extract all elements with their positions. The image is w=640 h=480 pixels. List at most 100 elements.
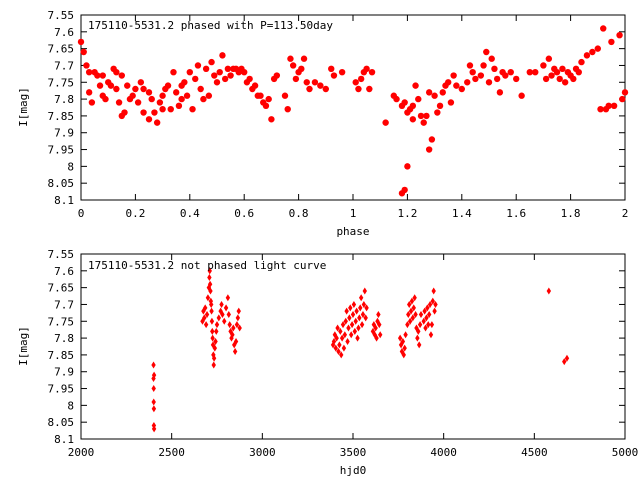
- data-point: [605, 102, 612, 110]
- y-tick-label: 7.55: [48, 248, 75, 261]
- data-point: [542, 75, 550, 83]
- x-tick-label: 1.6: [506, 207, 526, 220]
- data-point: [334, 334, 339, 342]
- data-point: [237, 324, 242, 332]
- data-point: [202, 65, 210, 73]
- data-point: [382, 119, 389, 126]
- data-point: [170, 68, 177, 76]
- data-point: [348, 331, 354, 339]
- data-point: [430, 297, 435, 305]
- data-point: [227, 321, 232, 329]
- data-point: [407, 300, 412, 308]
- data-point: [292, 75, 300, 83]
- data-point: [450, 72, 457, 79]
- data-point: [409, 102, 417, 110]
- data-point: [298, 65, 305, 73]
- data-point: [206, 284, 212, 292]
- data-point: [564, 354, 570, 362]
- data-point: [480, 62, 487, 69]
- data-point: [205, 92, 213, 99]
- data-point: [348, 304, 353, 312]
- data-point: [545, 55, 553, 62]
- data-point: [417, 112, 425, 120]
- data-point: [350, 311, 356, 319]
- data-point: [402, 344, 407, 352]
- x-tick-label: 2500: [158, 446, 185, 459]
- data-point: [436, 102, 444, 110]
- data-point: [423, 324, 428, 332]
- data-point: [344, 307, 349, 315]
- data-point: [561, 79, 569, 86]
- x-tick-label: 1.4: [452, 207, 472, 220]
- data-point: [358, 304, 363, 312]
- y-tick-label: 7.75: [48, 315, 75, 328]
- y-tick-label: 8.1: [54, 433, 74, 446]
- data-point: [485, 79, 493, 86]
- data-point: [424, 314, 429, 322]
- x-tick-label: 1: [350, 207, 357, 220]
- data-point: [220, 311, 225, 319]
- data-point: [453, 82, 460, 89]
- data-point: [433, 300, 438, 308]
- y-tick-label: 7.65: [48, 43, 75, 56]
- data-point: [413, 311, 418, 319]
- data-point: [257, 92, 264, 99]
- data-point: [556, 75, 563, 83]
- data-point: [427, 300, 433, 308]
- x-tick-label: 1.2: [397, 207, 417, 220]
- data-point: [230, 331, 235, 339]
- data-point: [80, 48, 87, 56]
- data-point: [409, 116, 417, 123]
- data-point: [232, 348, 238, 356]
- x-tick-label: 0.8: [289, 207, 309, 220]
- data-point: [331, 337, 337, 345]
- data-point: [200, 95, 207, 103]
- data-point: [619, 95, 626, 103]
- data-point: [132, 85, 139, 93]
- data-point: [432, 307, 437, 315]
- data-point: [94, 72, 101, 79]
- data-point: [347, 314, 352, 322]
- data-point: [361, 300, 367, 308]
- data-point: [352, 327, 358, 335]
- data-point: [173, 89, 180, 96]
- data-point: [234, 321, 240, 329]
- data-point: [306, 85, 313, 93]
- data-point: [429, 321, 435, 329]
- y-tick-label: 7.85: [48, 349, 75, 362]
- data-point: [335, 324, 340, 332]
- data-point: [209, 307, 214, 315]
- chart-title: 175110-5531.2 not phased light curve: [88, 259, 326, 272]
- data-point: [164, 82, 172, 89]
- data-point: [597, 105, 604, 113]
- data-point: [434, 109, 441, 116]
- data-point: [360, 311, 366, 319]
- data-point: [354, 307, 359, 315]
- x-tick-label: 2000: [68, 446, 95, 459]
- data-point: [342, 331, 348, 339]
- data-point: [241, 68, 248, 76]
- data-point: [377, 321, 382, 329]
- data-point: [346, 324, 351, 332]
- data-point: [330, 72, 338, 79]
- x-tick-label: 4000: [430, 446, 457, 459]
- data-point: [393, 95, 400, 103]
- data-point: [412, 294, 417, 302]
- x-tick-label: 0.4: [180, 207, 200, 220]
- data-point: [213, 337, 218, 345]
- data-point: [600, 25, 607, 32]
- data-point: [207, 274, 212, 282]
- data-point: [559, 65, 566, 73]
- data-point: [213, 79, 221, 86]
- data-point: [124, 82, 131, 89]
- data-point: [575, 68, 582, 76]
- data-point: [358, 294, 364, 302]
- data-point: [151, 422, 157, 430]
- data-point: [214, 321, 220, 329]
- y-axis-label: I[mag]: [17, 87, 30, 127]
- data-point: [273, 72, 281, 79]
- data-point: [578, 58, 585, 66]
- data-point: [211, 361, 216, 369]
- data-point: [140, 85, 147, 93]
